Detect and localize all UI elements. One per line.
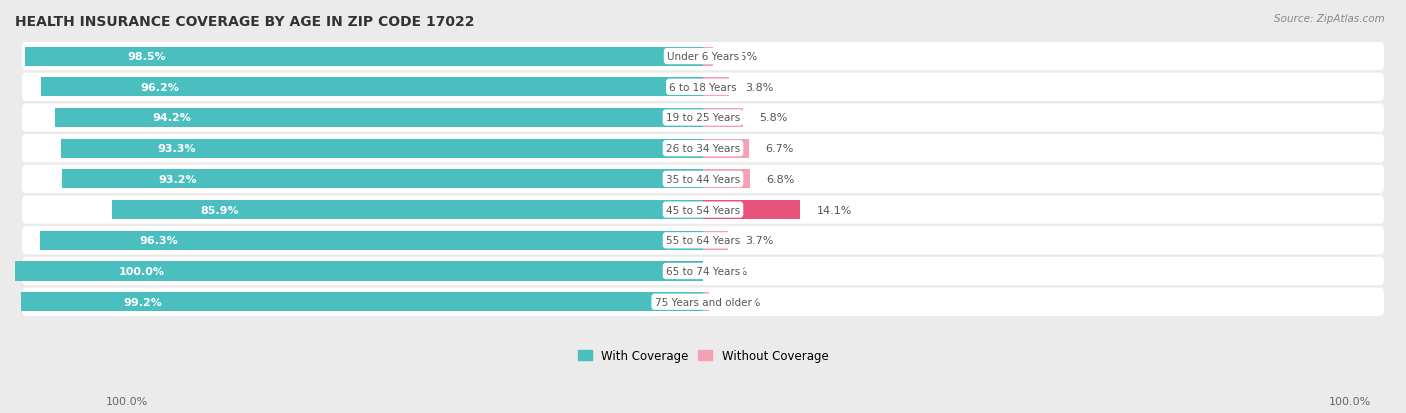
Text: 1.5%: 1.5% bbox=[730, 52, 758, 62]
Bar bbox=[703, 170, 749, 189]
Text: 6.8%: 6.8% bbox=[766, 174, 794, 185]
Legend: With Coverage, Without Coverage: With Coverage, Without Coverage bbox=[572, 345, 834, 367]
Text: 99.2%: 99.2% bbox=[122, 297, 162, 307]
Text: HEALTH INSURANCE COVERAGE BY AGE IN ZIP CODE 17022: HEALTH INSURANCE COVERAGE BY AGE IN ZIP … bbox=[15, 15, 474, 29]
Text: 0.83%: 0.83% bbox=[725, 297, 761, 307]
Text: 19 to 25 Years: 19 to 25 Years bbox=[666, 113, 740, 123]
Text: 96.2%: 96.2% bbox=[141, 83, 180, 93]
Text: 85.9%: 85.9% bbox=[201, 205, 239, 215]
Text: 6.7%: 6.7% bbox=[766, 144, 794, 154]
Bar bbox=[703, 47, 713, 66]
FancyBboxPatch shape bbox=[22, 288, 1384, 316]
Text: 3.7%: 3.7% bbox=[745, 236, 773, 246]
Bar bbox=[55, 109, 703, 128]
Text: 96.3%: 96.3% bbox=[139, 236, 179, 246]
Text: 100.0%: 100.0% bbox=[118, 266, 165, 276]
Bar bbox=[703, 78, 730, 97]
FancyBboxPatch shape bbox=[22, 196, 1384, 224]
Bar bbox=[112, 201, 703, 220]
Bar bbox=[703, 109, 742, 128]
Text: 75 Years and older: 75 Years and older bbox=[655, 297, 751, 307]
Text: 93.3%: 93.3% bbox=[157, 144, 195, 154]
Bar bbox=[41, 231, 703, 250]
Bar bbox=[15, 262, 703, 281]
Bar bbox=[21, 292, 703, 311]
Bar bbox=[62, 170, 703, 189]
Text: 3.8%: 3.8% bbox=[745, 83, 775, 93]
Bar bbox=[703, 139, 749, 158]
FancyBboxPatch shape bbox=[22, 257, 1384, 285]
Bar bbox=[703, 231, 728, 250]
FancyBboxPatch shape bbox=[22, 43, 1384, 71]
FancyBboxPatch shape bbox=[22, 74, 1384, 102]
FancyBboxPatch shape bbox=[22, 165, 1384, 194]
Text: 94.2%: 94.2% bbox=[152, 113, 191, 123]
Text: 100.0%: 100.0% bbox=[1329, 396, 1371, 406]
Text: 65 to 74 Years: 65 to 74 Years bbox=[666, 266, 740, 276]
Bar bbox=[60, 139, 703, 158]
Text: 26 to 34 Years: 26 to 34 Years bbox=[666, 144, 740, 154]
Text: Under 6 Years: Under 6 Years bbox=[666, 52, 740, 62]
Bar bbox=[703, 292, 709, 311]
Text: 14.1%: 14.1% bbox=[817, 205, 852, 215]
Text: 5.8%: 5.8% bbox=[759, 113, 787, 123]
Text: 0.0%: 0.0% bbox=[720, 266, 748, 276]
Text: 55 to 64 Years: 55 to 64 Years bbox=[666, 236, 740, 246]
Text: 35 to 44 Years: 35 to 44 Years bbox=[666, 174, 740, 185]
Text: 98.5%: 98.5% bbox=[127, 52, 166, 62]
FancyBboxPatch shape bbox=[22, 227, 1384, 255]
Text: 45 to 54 Years: 45 to 54 Years bbox=[666, 205, 740, 215]
FancyBboxPatch shape bbox=[22, 135, 1384, 163]
Text: Source: ZipAtlas.com: Source: ZipAtlas.com bbox=[1274, 14, 1385, 24]
FancyBboxPatch shape bbox=[22, 104, 1384, 132]
Text: 93.2%: 93.2% bbox=[157, 174, 197, 185]
Text: 100.0%: 100.0% bbox=[105, 396, 148, 406]
Bar bbox=[703, 201, 800, 220]
Text: 6 to 18 Years: 6 to 18 Years bbox=[669, 83, 737, 93]
Bar bbox=[25, 47, 703, 66]
Bar bbox=[41, 78, 703, 97]
